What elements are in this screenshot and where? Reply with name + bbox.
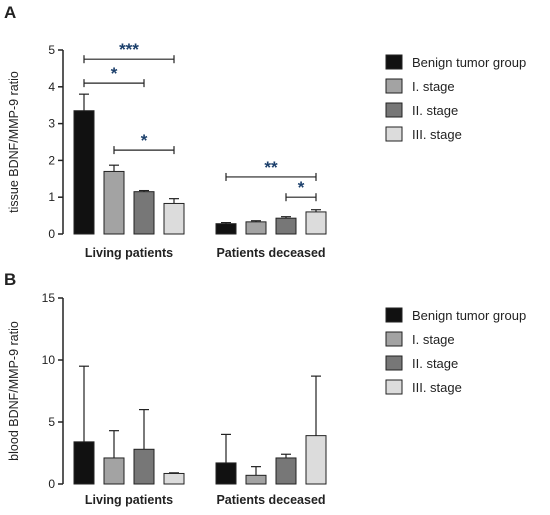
bar [163, 472, 185, 485]
y-axis-title: tissue BDNF/MMP-9 ratio [7, 71, 21, 213]
legend-swatch [385, 126, 403, 142]
significance-label: * [298, 178, 305, 197]
panel-label-b: B [4, 270, 16, 289]
category-label: Living patients [85, 246, 173, 260]
bar [275, 457, 297, 485]
y-tick-label: 0 [48, 477, 55, 491]
significance-label: *** [119, 40, 139, 59]
chart-a: 0 1 2 3 4 5 tissue BDNF/MMP-9 ratio Living pati… [7, 40, 526, 260]
y-tick-label: 15 [42, 291, 56, 305]
legend-label: I. stage [412, 79, 455, 94]
bar [305, 435, 327, 485]
legend-label: Benign tumor group [412, 308, 526, 323]
y-axis-title: blood BDNF/MMP-9 ratio [7, 321, 21, 461]
legend-swatch [385, 355, 403, 371]
y-tick-label: 0 [48, 227, 55, 241]
legend-label: I. stage [412, 332, 455, 347]
bar [215, 223, 237, 235]
legend-swatch [385, 331, 403, 347]
legend-swatch [385, 307, 403, 323]
y-tick-label: 2 [48, 153, 55, 167]
y-tick-label: 4 [48, 80, 55, 94]
significance-label: * [141, 131, 148, 150]
bar [133, 191, 155, 235]
bar [245, 474, 267, 485]
bar [245, 221, 267, 235]
bar [73, 441, 95, 485]
bar [305, 211, 327, 235]
significance-label: ** [264, 158, 278, 177]
bar [103, 457, 125, 485]
significance-label: * [111, 64, 118, 83]
legend-label: II. stage [412, 103, 458, 118]
legend-swatch [385, 54, 403, 70]
legend-swatch [385, 102, 403, 118]
category-label: Patients deceased [216, 493, 325, 507]
bar [103, 170, 125, 235]
legend-label: III. stage [412, 127, 462, 142]
category-label: Patients deceased [216, 246, 325, 260]
panel-label-a: A [4, 3, 16, 22]
y-tick-label: 1 [48, 190, 55, 204]
legend-label: II. stage [412, 356, 458, 371]
y-tick-label: 3 [48, 117, 55, 131]
legend-label: III. stage [412, 380, 462, 395]
bar [133, 448, 155, 485]
bar [215, 462, 237, 485]
bar [163, 202, 185, 235]
y-tick-label: 5 [48, 43, 55, 57]
legend-swatch [385, 78, 403, 94]
legend-label: Benign tumor group [412, 55, 526, 70]
bar [275, 217, 297, 235]
category-label: Living patients [85, 493, 173, 507]
legend-swatch [385, 379, 403, 395]
bar [73, 110, 95, 235]
chart-b: 0 5 10 15 blood BDNF/MMP-9 ratio Living patie… [7, 291, 526, 507]
y-tick-label: 10 [42, 353, 56, 367]
y-tick-label: 5 [48, 415, 55, 429]
